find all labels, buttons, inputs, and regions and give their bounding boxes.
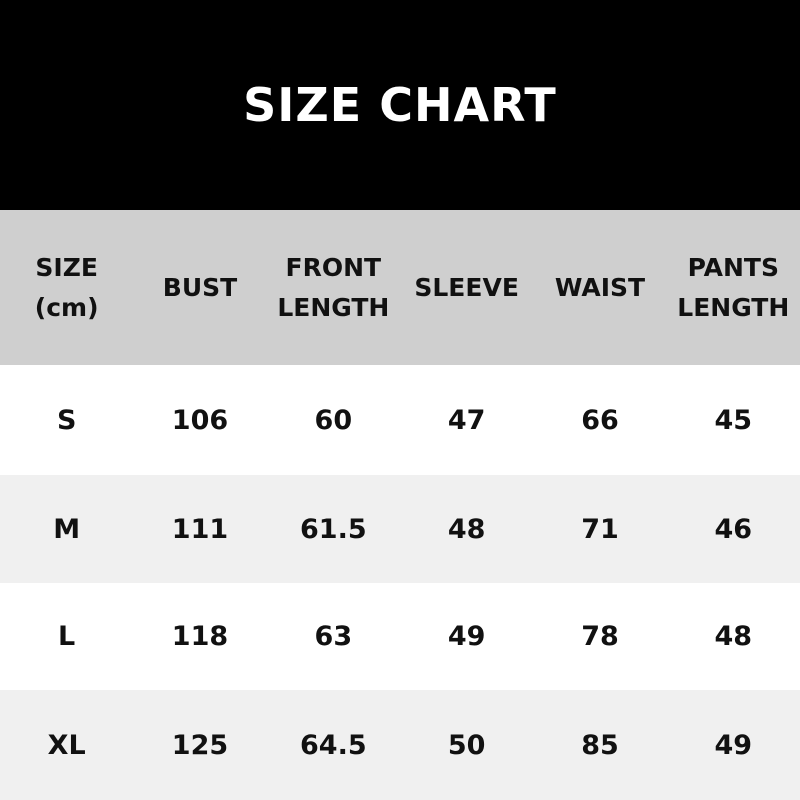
table-cell: L (58, 621, 76, 652)
table-cell: 48 (447, 513, 486, 545)
title-bar: SIZE CHART (0, 0, 800, 210)
table-cell: 49 (447, 621, 486, 652)
table-cell: 45 (714, 404, 753, 436)
table-cell: 78 (581, 621, 619, 652)
table-cell: 61.5 (300, 513, 367, 545)
table-cell: 50 (447, 729, 486, 761)
table-row: M 111 61.5 48 71 46 (0, 475, 800, 583)
header-cell-waist: WAIST (554, 272, 646, 302)
page-title: SIZE CHART (243, 78, 557, 132)
header-cell-sleeve: SLEEVE (414, 272, 519, 302)
table-cell: XL (47, 729, 86, 761)
table-cell: 48 (714, 621, 753, 652)
table-cell: 46 (714, 513, 753, 545)
header-cell-pants-length: PANTS LENGTH (677, 252, 790, 322)
table-row: S 106 60 47 66 45 (0, 365, 800, 475)
header-cell-front-length: FRONT LENGTH (277, 252, 390, 322)
table-cell: 118 (171, 621, 229, 652)
table-cell: 66 (581, 404, 619, 436)
table-cell: 49 (714, 729, 753, 761)
table-cell: S (56, 404, 77, 436)
table-cell: 64.5 (300, 729, 367, 761)
table-row: XL 125 64.5 50 85 49 (0, 690, 800, 800)
table-cell: M (53, 513, 81, 545)
table-cell: 125 (171, 729, 229, 761)
table-header: SIZE (cm) BUST FRONT LENGTH SLEEVE WAIST… (0, 210, 800, 365)
table-row: L 118 63 49 78 48 (0, 583, 800, 690)
table-cell: 106 (171, 404, 229, 436)
table-cell: 71 (581, 513, 619, 545)
table-cell: 47 (447, 404, 486, 436)
header-cell-size: SIZE (cm) (34, 252, 99, 322)
header-cell-bust: BUST (162, 272, 238, 302)
table-cell: 63 (314, 621, 353, 652)
table-cell: 85 (581, 729, 619, 761)
table-cell: 111 (171, 513, 229, 545)
table-cell: 60 (314, 404, 353, 436)
